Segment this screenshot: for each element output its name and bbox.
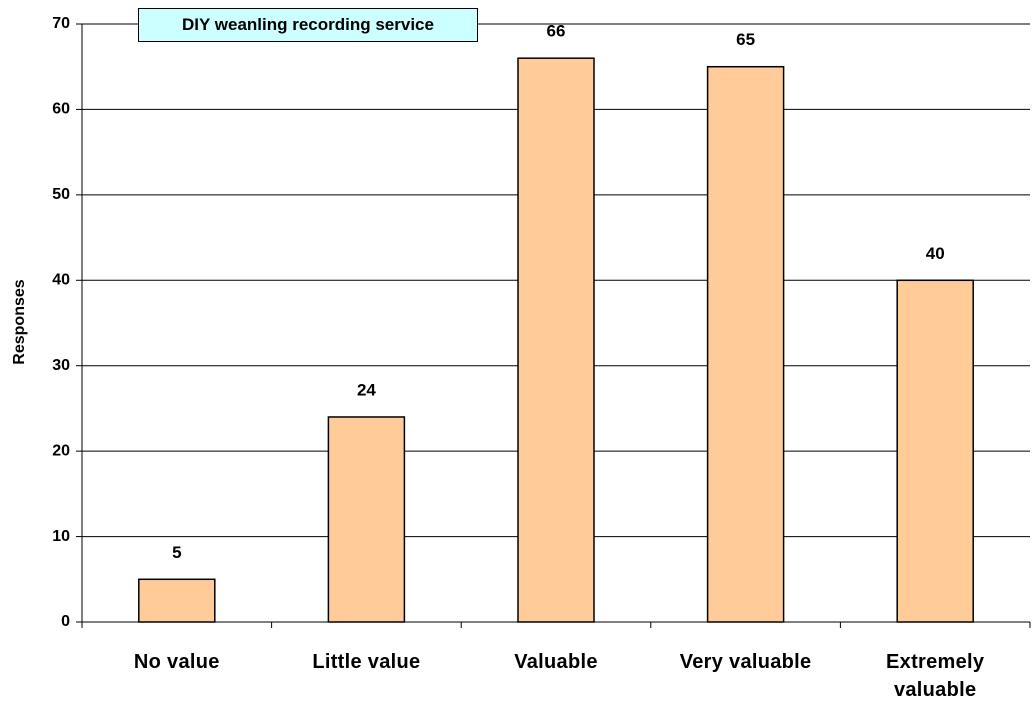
y-tick-label: 50 [52,186,70,203]
x-tick-label: No value [133,651,220,673]
x-tick-label: Very valuable [679,651,812,673]
x-tick-label: Valuable [514,651,598,673]
value-label: 5 [172,543,181,562]
bar [138,578,216,623]
bar [706,65,785,623]
y-tick-label: 0 [61,613,70,630]
bar [517,57,595,623]
y-tick-label: 30 [52,357,70,374]
y-axis-label: Responses [11,279,28,364]
value-label: 40 [926,244,945,263]
y-tick-label: 40 [52,272,70,289]
bar [327,416,406,623]
chart-title: DIY weanling recording service [138,8,478,42]
value-label: 65 [736,30,755,49]
x-tick-label: Extremely valuable [886,651,985,701]
bar [896,279,974,623]
value-label: 24 [357,380,376,399]
y-tick-label: 70 [52,15,70,32]
y-tick-label: 20 [52,442,70,459]
x-tick-label: Little value [312,651,421,673]
y-tick-label: 10 [52,528,70,545]
value-label: 66 [547,22,566,41]
y-tick-label: 60 [52,101,70,118]
